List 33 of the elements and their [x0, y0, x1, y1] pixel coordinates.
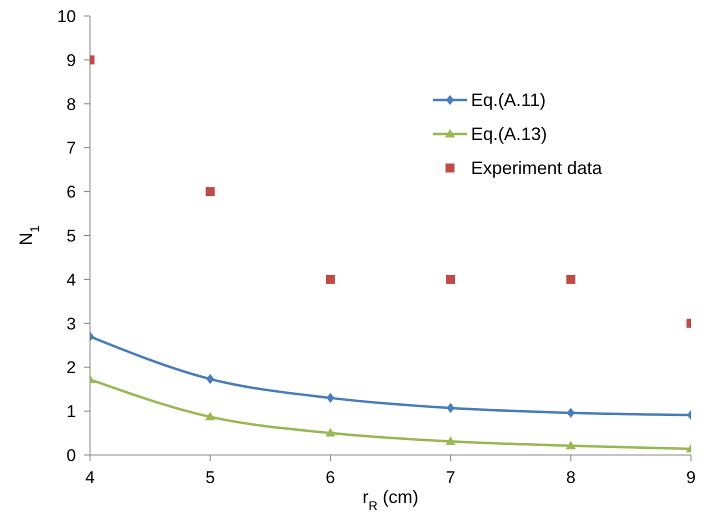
x-tick-label: 5 [205, 468, 215, 488]
point [566, 274, 576, 284]
point [446, 274, 456, 284]
x-tick-label: 6 [326, 468, 336, 488]
x-axis-title: r$_{R}$ (cm) [362, 487, 419, 513]
y-tick-label: 5 [66, 226, 76, 246]
x-tick-label: 4 [85, 468, 95, 488]
y-tick-label: 9 [66, 50, 76, 70]
x-tick-label: 9 [686, 468, 696, 488]
point [326, 274, 335, 284]
y-tick-label: 3 [66, 314, 76, 334]
legend-label: Eq.(A.13) [471, 124, 548, 144]
y-tick-label: 0 [66, 446, 76, 466]
point [566, 440, 576, 450]
y-tick-label: 8 [66, 94, 76, 114]
x-tick-label: 8 [566, 468, 576, 488]
y-tick-label: 2 [66, 358, 76, 378]
point [566, 408, 575, 418]
point [206, 374, 214, 384]
point [206, 187, 215, 196]
point [446, 403, 455, 414]
y-tick-label: 10 [57, 7, 76, 26]
legend-label: Eq.(A.11) [471, 90, 546, 110]
y-tick-label: 4 [66, 270, 76, 290]
point [205, 412, 216, 420]
point [325, 428, 336, 437]
x-tick-label: 7 [446, 468, 456, 488]
point [326, 392, 334, 403]
y-tick-label: 1 [66, 402, 76, 422]
y-tick-label: 7 [66, 138, 76, 158]
point [446, 436, 456, 445]
y-tick-label: 6 [66, 182, 76, 202]
legend-label: Experiment data [471, 158, 602, 178]
